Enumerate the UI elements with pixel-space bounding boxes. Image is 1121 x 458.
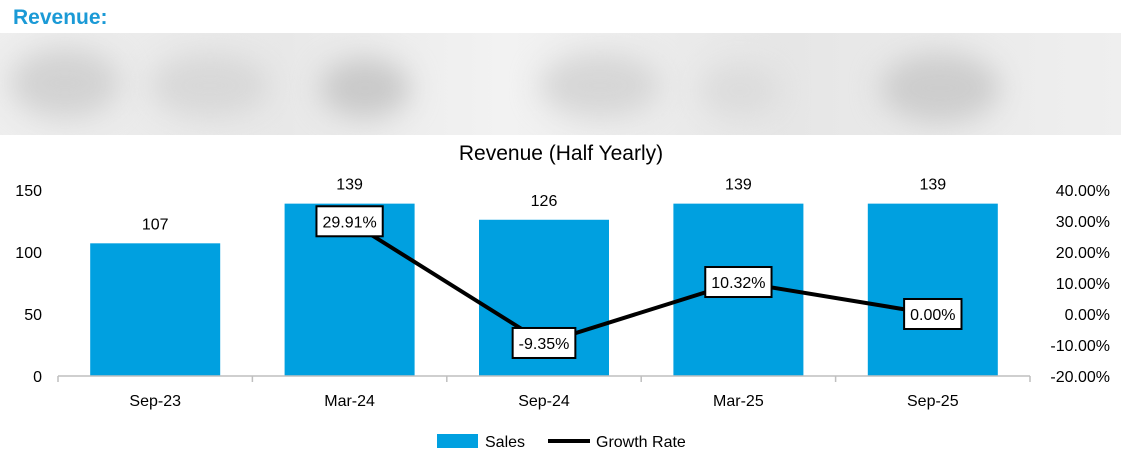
blur-blob — [320, 58, 410, 118]
blur-blob — [540, 53, 660, 118]
bar-sep-25 — [867, 203, 998, 376]
bar-sep-23 — [90, 243, 221, 376]
blur-blob — [150, 53, 270, 118]
growth-value-label: 10.32% — [711, 275, 765, 292]
blur-blob — [700, 63, 780, 118]
growth-value-label: -9.35% — [519, 336, 570, 353]
bar-value-label: 107 — [142, 216, 169, 233]
x-tick-label: Sep-24 — [518, 393, 570, 410]
legend-sales-swatch — [437, 434, 478, 448]
x-tick-label: Mar-25 — [713, 393, 764, 410]
y-right-tick-label: -20.00% — [1050, 369, 1110, 386]
y-right-tick-label: -10.00% — [1050, 338, 1110, 355]
y-left-tick-label: 50 — [24, 307, 42, 324]
blurred-content-band — [0, 33, 1121, 135]
growth-label-box — [903, 298, 963, 330]
y-right-tick-label: 20.00% — [1056, 245, 1110, 262]
x-tick-label: Sep-25 — [907, 393, 959, 410]
growth-value-label: 29.91% — [322, 214, 376, 231]
blur-blob — [10, 48, 120, 118]
growth-label-box — [511, 326, 577, 359]
y-right-tick-label: 10.00% — [1056, 276, 1110, 293]
chart-title: Revenue (Half Yearly) — [459, 142, 663, 165]
bar-value-label: 139 — [725, 177, 752, 194]
y-right-tick-label: 30.00% — [1056, 214, 1110, 231]
x-tick-label: Mar-24 — [324, 393, 375, 410]
y-left-tick-label: 150 — [15, 183, 42, 200]
growth-value-label: 0.00% — [910, 307, 955, 324]
bar-value-label: 126 — [531, 193, 558, 210]
legend-growth-label: Growth Rate — [596, 434, 686, 451]
chart-legend: Sales Growth Rate — [437, 434, 686, 451]
y-left-tick-label: 100 — [15, 245, 42, 262]
y-left-tick-label: 0 — [33, 369, 42, 386]
section-heading: Revenue: — [13, 6, 108, 29]
bar-value-label: 139 — [919, 177, 946, 194]
chart-axes: Sep-23 Mar-24 Sep-24 Mar-25 Sep-25 0 50 100 150 -… — [15, 183, 1110, 410]
y-right-tick-label: 0.00% — [1065, 307, 1110, 324]
growth-rate-line — [348, 219, 934, 345]
legend-sales-label: Sales — [485, 434, 525, 451]
y-right-tick-label: 40.00% — [1056, 183, 1110, 200]
blur-blob — [880, 53, 1000, 123]
bar-series: 107 139 126 139 139 — [90, 177, 998, 376]
growth-label-box — [704, 266, 773, 299]
bar-value-label: 139 — [336, 177, 363, 194]
growth-line-series: 29.91% -9.35% 10.32% 0.00% — [315, 205, 963, 359]
x-tick-label: Sep-23 — [129, 393, 181, 410]
growth-label-box — [315, 205, 384, 238]
